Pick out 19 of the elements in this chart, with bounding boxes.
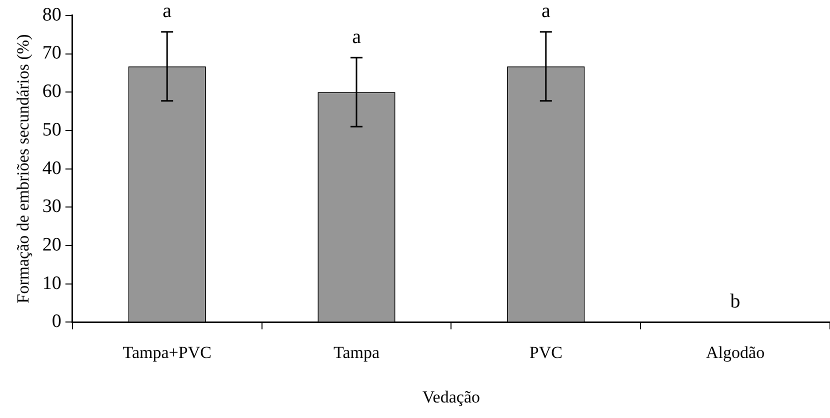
y-tick-label: 20 — [42, 234, 62, 256]
y-axis-title: Formação de embriões secundários (%) — [14, 34, 33, 304]
y-tick-label: 10 — [42, 272, 62, 294]
x-tick-label: Tampa — [333, 342, 380, 362]
annotation: a — [352, 26, 362, 48]
y-tick-label: 70 — [42, 42, 62, 64]
x-axis-title: Vedação — [422, 387, 480, 406]
y-tick-label: 30 — [42, 196, 62, 218]
annotation: a — [162, 0, 172, 22]
annotation: b — [730, 290, 740, 312]
y-tick-label: 80 — [42, 4, 62, 26]
y-tick-label: 60 — [42, 81, 62, 102]
y-tick-label: 50 — [42, 119, 62, 140]
x-tick-label: PVC — [529, 342, 562, 362]
y-tick-label: 0 — [52, 311, 62, 332]
annotation: a — [541, 0, 550, 22]
y-tick-label: 40 — [42, 158, 62, 179]
x-tick-label: Algodão — [706, 342, 765, 362]
x-tick-label: Tampa+PVC — [122, 342, 212, 362]
